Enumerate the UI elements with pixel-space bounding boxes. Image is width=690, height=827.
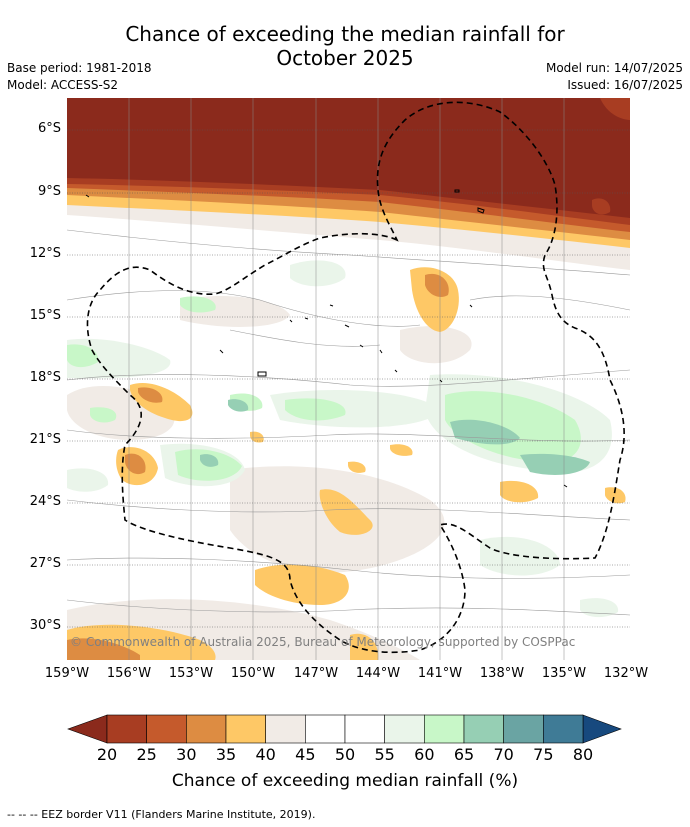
colorbar-tick-label: 80 <box>572 745 594 764</box>
lon-label: 150°W <box>230 666 276 681</box>
region-35-40 <box>500 480 539 503</box>
region-60-65 <box>67 344 99 368</box>
region-65-70 <box>200 454 219 467</box>
colorbar-tick-label: 60 <box>414 745 435 764</box>
region-60-65 <box>180 296 216 313</box>
colorbar-tick-label: 55 <box>374 745 395 764</box>
colorbar-tick-label: 25 <box>136 745 157 764</box>
lat-label: 21°S <box>29 432 61 447</box>
issued-date: Issued: 16/07/2025 <box>567 78 683 92</box>
region-55-60 <box>290 260 346 287</box>
colorbar-segment <box>146 714 187 744</box>
title-line-1: Chance of exceeding the median rainfall … <box>125 22 565 46</box>
colorbar-segment <box>503 714 544 744</box>
colorbar-segment <box>265 714 306 744</box>
lat-label: 24°S <box>29 494 61 509</box>
region-35-40 <box>350 633 379 660</box>
eez-legend: -- -- -- EEZ border V11 (Flanders Marine… <box>7 808 316 821</box>
colorbar-label: Chance of exceeding median rainfall (%) <box>171 771 519 791</box>
region-60-65 <box>90 407 117 423</box>
region-55-60 <box>580 598 619 618</box>
colorbar-segment <box>543 714 584 744</box>
islands <box>85 189 568 488</box>
colorbar-segment <box>463 714 504 744</box>
colorbar-segment <box>344 714 385 744</box>
map-title: Chance of exceeding the median rainfall … <box>0 22 690 70</box>
region-35-40 <box>255 564 349 605</box>
colorbar-segment <box>305 714 346 744</box>
meta-left: Base period: 1981-2018 Model: ACCESS-S2 <box>7 60 152 94</box>
region-65-70 <box>228 399 249 412</box>
lon-label: 153°W <box>168 666 214 681</box>
region-55-60 <box>67 338 171 379</box>
colorbar-tick-label: 70 <box>493 745 514 764</box>
lon-label: 156°W <box>106 666 152 681</box>
region-35-40 <box>319 489 373 535</box>
lat-label: 12°S <box>29 246 61 261</box>
lat-label: 6°S <box>37 121 61 136</box>
region-30-35 <box>125 453 146 475</box>
region-35-40 <box>605 487 626 504</box>
lon-label: 147°W <box>293 666 339 681</box>
colorbar-segment <box>424 714 465 744</box>
region-20-25 <box>592 198 611 215</box>
region-35-40 <box>250 431 264 443</box>
region-55-60 <box>67 468 109 492</box>
colorbar-tick-label: 35 <box>215 745 237 764</box>
colorbar-tick-label: 30 <box>176 745 197 764</box>
region-55-60 <box>480 536 560 576</box>
lat-label: 15°S <box>29 308 61 323</box>
model-run: Model run: 14/07/2025 <box>545 61 683 75</box>
region-60-65 <box>285 398 346 421</box>
lon-label: 141°W <box>417 666 463 681</box>
region-30-35 <box>67 638 140 660</box>
lon-label: 135°W <box>541 666 587 681</box>
colorbar-tick-label: 20 <box>96 745 118 764</box>
colorbar-segment <box>186 714 227 744</box>
lon-label: 159°W <box>44 666 90 681</box>
lat-label: 27°S <box>29 556 61 571</box>
colorbar <box>67 714 622 744</box>
colorbar-tick-label: 40 <box>255 745 276 764</box>
eez-border <box>86 101 625 654</box>
region-35-40 <box>348 461 366 473</box>
colorbar-segment <box>225 714 266 744</box>
colorbar-segment <box>384 714 425 744</box>
colorbar-high-extension <box>582 714 622 744</box>
region-65-70 <box>450 419 520 445</box>
lat-label: 18°S <box>29 370 61 385</box>
colorbar-tick-label: 75 <box>533 745 554 764</box>
model-name: Model: ACCESS-S2 <box>7 78 119 92</box>
region-35-40 <box>390 444 413 456</box>
region-60-65 <box>445 391 581 463</box>
copyright-credit: © Commonwealth of Australia 2025, Bureau… <box>70 635 575 649</box>
lon-label: 132°W <box>603 666 649 681</box>
colorbar-low-extension <box>67 714 108 744</box>
title-line-2: October 2025 <box>276 46 414 70</box>
base-period: Base period: 1981-2018 <box>7 61 152 75</box>
region-65-70 <box>520 453 590 475</box>
region-below-20 <box>67 98 630 218</box>
lon-label: 138°W <box>479 666 525 681</box>
colorbar-segment <box>106 714 147 744</box>
colorbar-tick-label: 45 <box>295 745 316 764</box>
rainfall-map: © Commonwealth of Australia 2025, Bureau… <box>67 98 630 660</box>
region-30-35 <box>425 273 449 297</box>
lat-label: 9°S <box>37 184 61 199</box>
lat-label: 30°S <box>29 618 61 633</box>
region-40-45 <box>400 326 472 364</box>
meta-right: Model run: 14/07/2025 Issued: 16/07/2025 <box>546 60 683 94</box>
colorbar-tick-label: 50 <box>334 745 356 764</box>
region-30-35 <box>138 387 163 403</box>
colorbar-tick-label: 65 <box>453 745 475 764</box>
lon-label: 144°W <box>355 666 401 681</box>
